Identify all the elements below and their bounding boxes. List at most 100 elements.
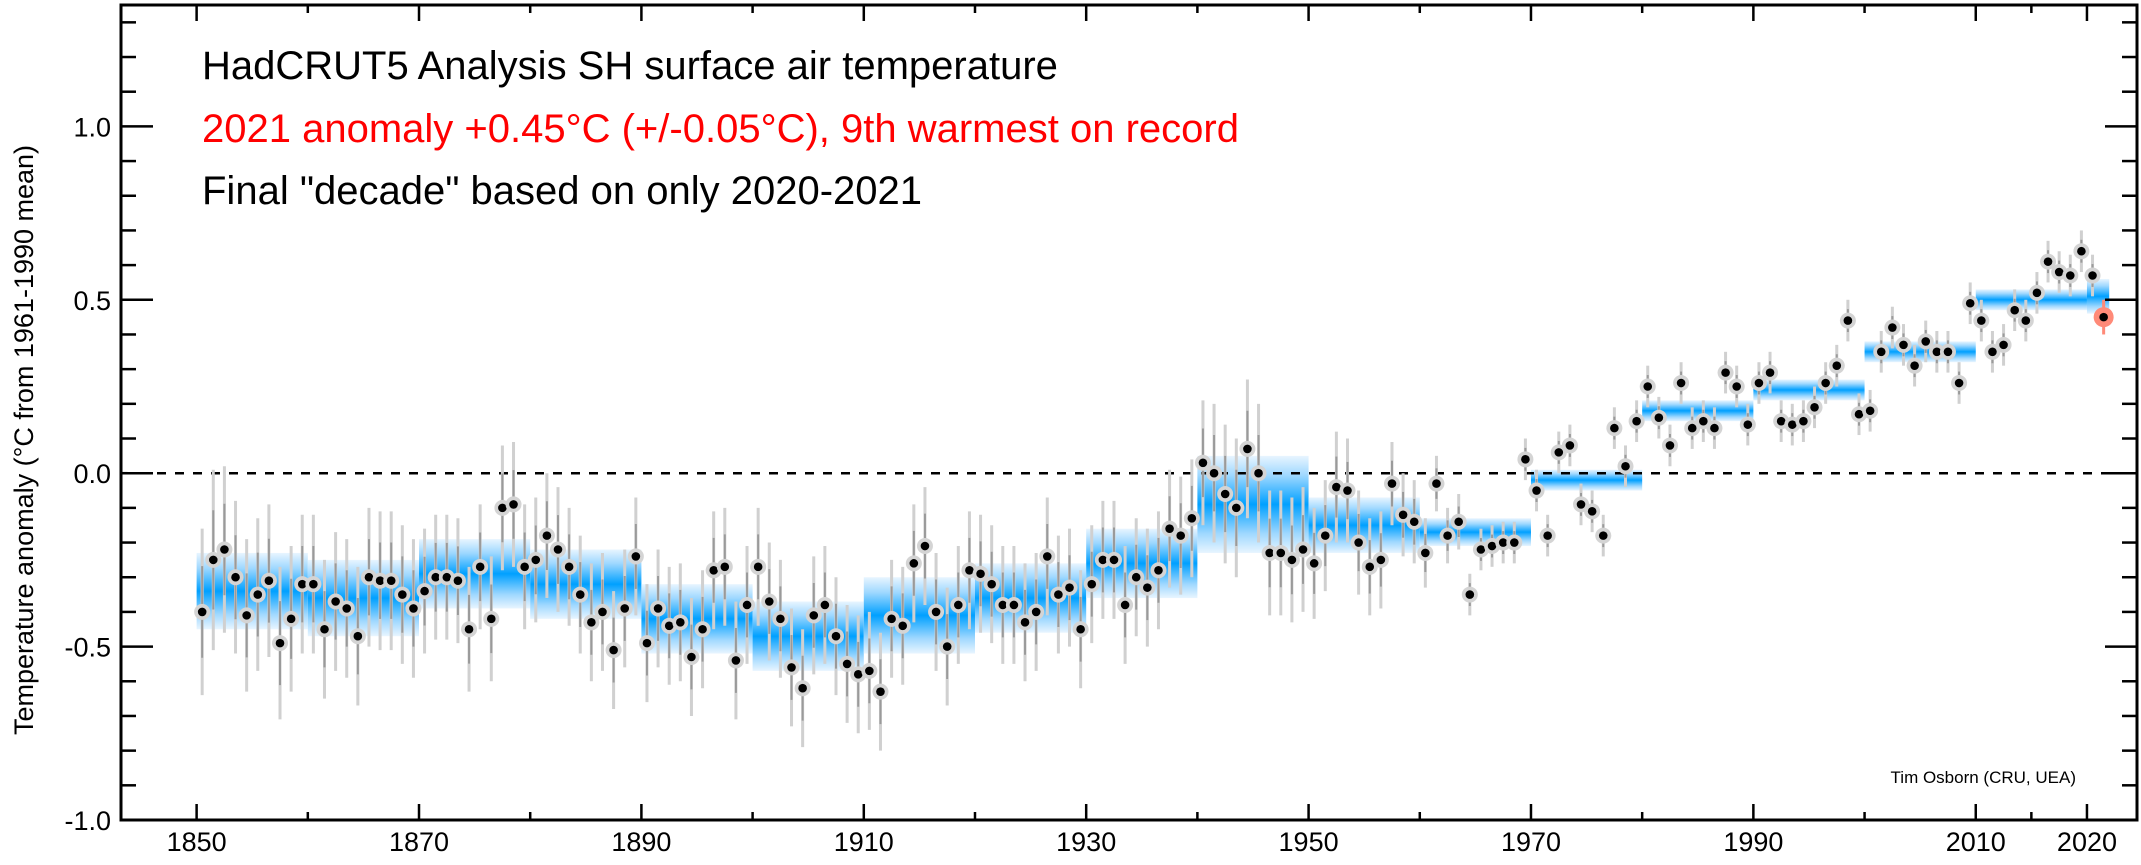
data-point-1870 (420, 586, 429, 596)
data-point-1876 (486, 614, 496, 624)
data-point-1924 (1020, 618, 1030, 627)
data-point-1878 (509, 500, 518, 509)
data-point-1956 (1376, 555, 1386, 565)
data-point-1890 (642, 638, 652, 648)
data-point-1966 (1487, 541, 1497, 551)
data-point-1994 (1799, 416, 1808, 426)
x-tick-label: 1930 (1056, 827, 1116, 857)
data-point-1993 (1787, 420, 1797, 429)
data-point-1997 (1832, 361, 1842, 370)
data-point-2010 (1977, 316, 1986, 325)
data-point-1974 (1576, 500, 1586, 509)
data-point-1995 (1810, 402, 1819, 412)
data-point-1936 (1154, 565, 1163, 575)
data-point-1874 (464, 624, 474, 634)
data-point-1850 (197, 607, 207, 617)
data-point-1887 (609, 645, 618, 655)
data-point-1880 (531, 555, 541, 565)
data-point-1998 (1843, 316, 1853, 325)
data-point-1982 (1665, 441, 1675, 450)
data-point-1975 (1587, 507, 1597, 516)
data-point-1958 (1398, 510, 1408, 520)
data-point-1916 (931, 607, 941, 617)
data-point-1922 (998, 600, 1008, 610)
data-point-1981 (1654, 413, 1664, 423)
x-tick-label: 1850 (167, 827, 227, 857)
data-point-1978 (1621, 461, 1630, 471)
data-point-1955 (1365, 562, 1375, 572)
data-point-1932 (1109, 555, 1119, 565)
data-point-1871 (431, 572, 440, 582)
data-point-1897 (720, 562, 730, 572)
data-point-1879 (520, 562, 529, 572)
data-point-1950 (1309, 559, 1319, 568)
data-point-2020 (2088, 271, 2097, 280)
data-point-2012 (1999, 340, 2008, 350)
data-point-1980 (1643, 382, 1653, 391)
data-point-1921 (987, 579, 996, 589)
x-tick-label: 1890 (611, 827, 671, 857)
data-point-1873 (453, 576, 463, 586)
data-point-1967 (1498, 538, 1508, 547)
data-point-1877 (498, 503, 507, 513)
data-point-1909 (853, 670, 863, 679)
x-axis-ticks (195, 5, 2089, 820)
data-point-1987 (1721, 368, 1730, 377)
data-point-1905 (809, 611, 819, 620)
data-point-1929 (1076, 624, 1085, 634)
data-point-1908 (842, 659, 852, 669)
data-point-1939 (1187, 513, 1197, 523)
data-point-1869 (409, 604, 418, 613)
data-point-1884 (575, 590, 585, 599)
x-tick-label: 2010 (1946, 827, 2006, 857)
data-point-1960 (1421, 548, 1430, 558)
data-point-1882 (553, 545, 563, 554)
data-point-1962 (1443, 531, 1452, 540)
data-point-1965 (1476, 545, 1486, 554)
y-tick-label: -0.5 (64, 633, 111, 663)
data-point-1930 (1087, 579, 1097, 589)
data-point-1907 (831, 631, 841, 641)
data-point-1858 (286, 614, 296, 624)
data-point-1864 (353, 631, 363, 641)
data-point-1933 (1120, 600, 1130, 610)
data-point-2007 (1943, 347, 1953, 357)
data-point-1970 (1532, 486, 1541, 495)
data-point-1865 (364, 572, 374, 582)
data-point-1948 (1287, 555, 1297, 565)
y-tick-label: -1.0 (64, 806, 111, 836)
data-point-2018 (2065, 271, 2075, 280)
x-tick-label: 1970 (1501, 827, 1561, 857)
data-point-1977 (1610, 423, 1619, 433)
data-point-1949 (1298, 545, 1308, 554)
data-point-1862 (331, 597, 340, 606)
data-point-1918 (954, 600, 963, 610)
data-point-2000 (1865, 406, 1875, 416)
data-point-1868 (398, 590, 407, 599)
data-point-2002 (1888, 323, 1897, 332)
x-tick-label: 1910 (834, 827, 894, 857)
data-point-1937 (1165, 524, 1174, 533)
data-point-2015 (2032, 288, 2042, 298)
y-tick-label: 0.0 (73, 459, 111, 489)
data-point-1910 (865, 666, 874, 676)
x-tick-label: 1870 (389, 827, 449, 857)
data-point-1927 (1054, 590, 1063, 599)
data-point-1857 (275, 638, 285, 648)
data-point-1920 (976, 569, 985, 579)
data-point-1983 (1676, 378, 1686, 388)
data-point-1945 (1254, 468, 1263, 478)
data-point-1968 (1509, 538, 1519, 547)
data-point-1893 (676, 618, 685, 627)
data-point-1953 (1343, 486, 1352, 495)
data-point-1863 (342, 604, 352, 613)
data-point-1854 (242, 611, 251, 620)
data-point-1925 (1031, 607, 1041, 617)
data-point-1912 (887, 614, 896, 624)
data-point-1913 (898, 621, 908, 631)
data-point-1861 (320, 624, 329, 634)
data-point-1915 (920, 541, 930, 551)
data-point-1928 (1065, 583, 1074, 592)
chart-subtitle-decade-note: Final "decade" based on only 2020-2021 (202, 169, 922, 213)
